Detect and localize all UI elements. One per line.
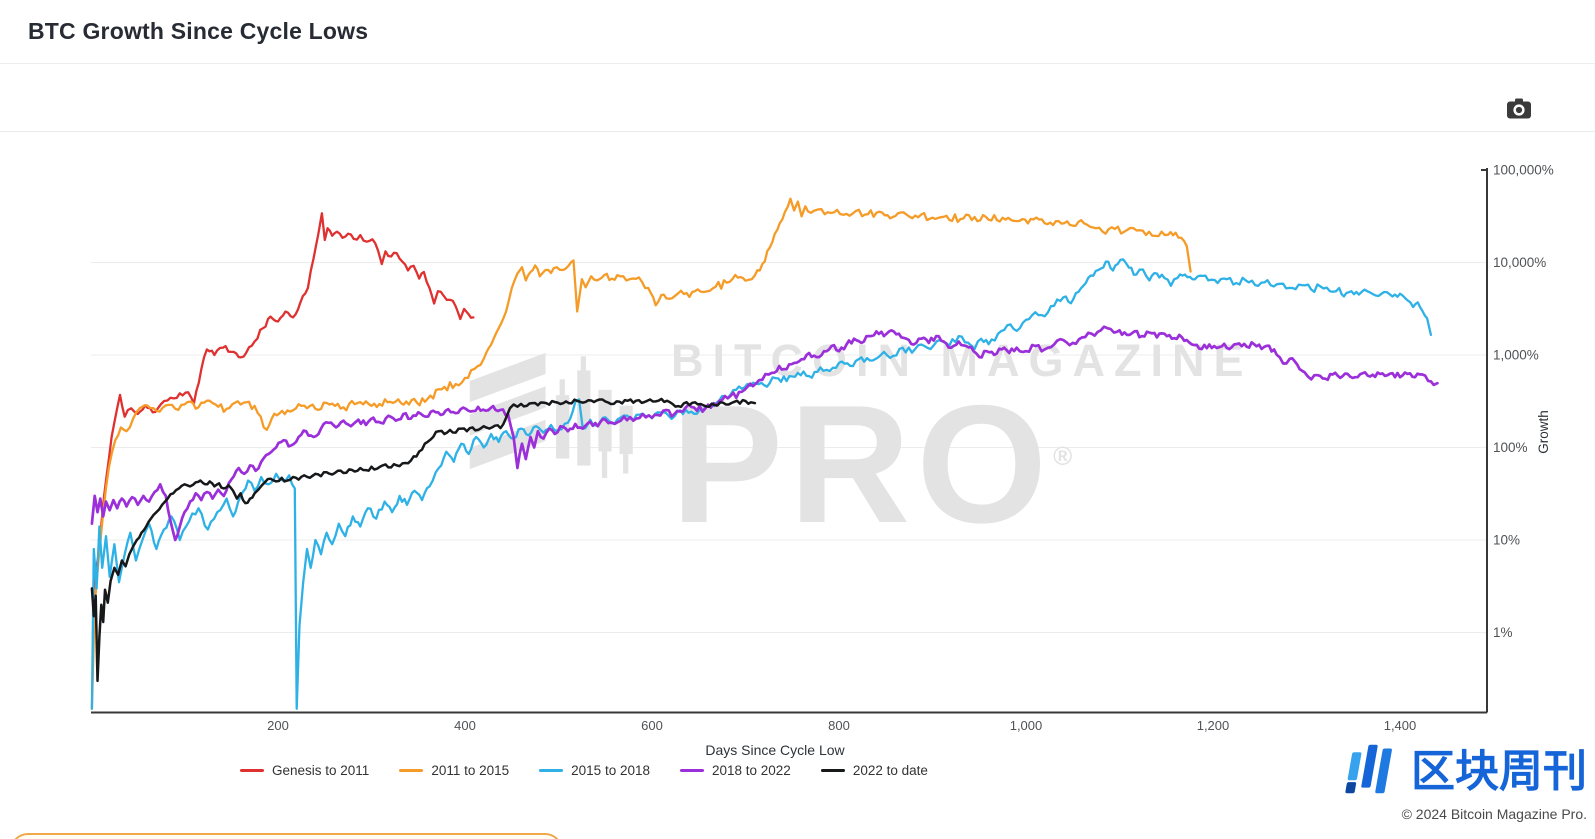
camera-icon bbox=[1506, 98, 1532, 123]
x-axis-title: Days Since Cycle Low bbox=[705, 742, 845, 758]
series-line-2022-to-date bbox=[90, 397, 757, 683]
y-tick-label: 10,000% bbox=[1493, 255, 1546, 270]
title-bar: BTC Growth Since Cycle Lows bbox=[0, 0, 1595, 64]
camera-button[interactable] bbox=[1506, 98, 1532, 120]
legend-label: 2011 to 2015 bbox=[431, 763, 510, 778]
legend-swatch bbox=[679, 769, 704, 772]
x-tick-label: 400 bbox=[454, 718, 476, 733]
legend-label: 2018 to 2022 bbox=[711, 763, 791, 778]
legend-label: Genesis to 2011 bbox=[272, 763, 370, 778]
series-line-2011-to-2015 bbox=[90, 197, 1192, 710]
legend-label: 2015 to 2018 bbox=[571, 763, 650, 778]
x-tick-label: 800 bbox=[828, 718, 850, 733]
brand-block: 区块周刊 © 2024 Bitcoin Magazine Pro. bbox=[1345, 741, 1587, 822]
y-tick-label: 1,000% bbox=[1493, 348, 1539, 363]
series-line-2015-to-2018 bbox=[90, 258, 1433, 710]
x-tick-label: 600 bbox=[641, 718, 663, 733]
y-tick-label: 100,000% bbox=[1493, 163, 1554, 178]
page-title: BTC Growth Since Cycle Lows bbox=[28, 18, 369, 44]
series-line-2018-to-2022 bbox=[90, 325, 1439, 542]
toolbar bbox=[0, 64, 1595, 132]
legend-item-2022-to-date[interactable]: 2022 to date bbox=[820, 763, 928, 778]
legend-label: 2022 to date bbox=[852, 763, 928, 778]
brand-logo-icon bbox=[1345, 741, 1401, 802]
legend-swatch bbox=[539, 769, 564, 772]
copyright-text: © 2024 Bitcoin Magazine Pro. bbox=[1401, 806, 1587, 822]
brand-logo-text: 区块周刊 bbox=[1411, 745, 1587, 797]
legend-item-genesis-to-2011[interactable]: Genesis to 2011 bbox=[240, 763, 369, 778]
x-tick-label: 1,400 bbox=[1384, 718, 1417, 733]
chart-legend: Genesis to 2011 2011 to 2015 2015 to 2018 2… bbox=[240, 763, 928, 778]
cutoff-banner[interactable] bbox=[10, 833, 563, 839]
y-tick-label: 10% bbox=[1493, 533, 1520, 548]
brand-row: 区块周刊 bbox=[1345, 741, 1587, 802]
legend-swatch bbox=[399, 769, 424, 772]
x-tick-label: 1,000 bbox=[1010, 718, 1043, 733]
y-tick-label: 1% bbox=[1493, 625, 1513, 640]
legend-item-2011-to-2015[interactable]: 2011 to 2015 bbox=[399, 763, 509, 778]
x-tick-label: 200 bbox=[267, 718, 289, 733]
legend-item-2015-to-2018[interactable]: 2015 to 2018 bbox=[539, 763, 650, 778]
legend-swatch bbox=[820, 769, 845, 772]
legend-swatch bbox=[240, 769, 264, 772]
y-tick-label: 100% bbox=[1493, 440, 1528, 455]
legend-item-2018-to-2022[interactable]: 2018 to 2022 bbox=[679, 763, 791, 778]
x-tick-label: 1,200 bbox=[1197, 718, 1230, 733]
series-line-genesis-to-2011 bbox=[91, 212, 475, 597]
y-axis-title: Growth bbox=[1536, 410, 1551, 454]
